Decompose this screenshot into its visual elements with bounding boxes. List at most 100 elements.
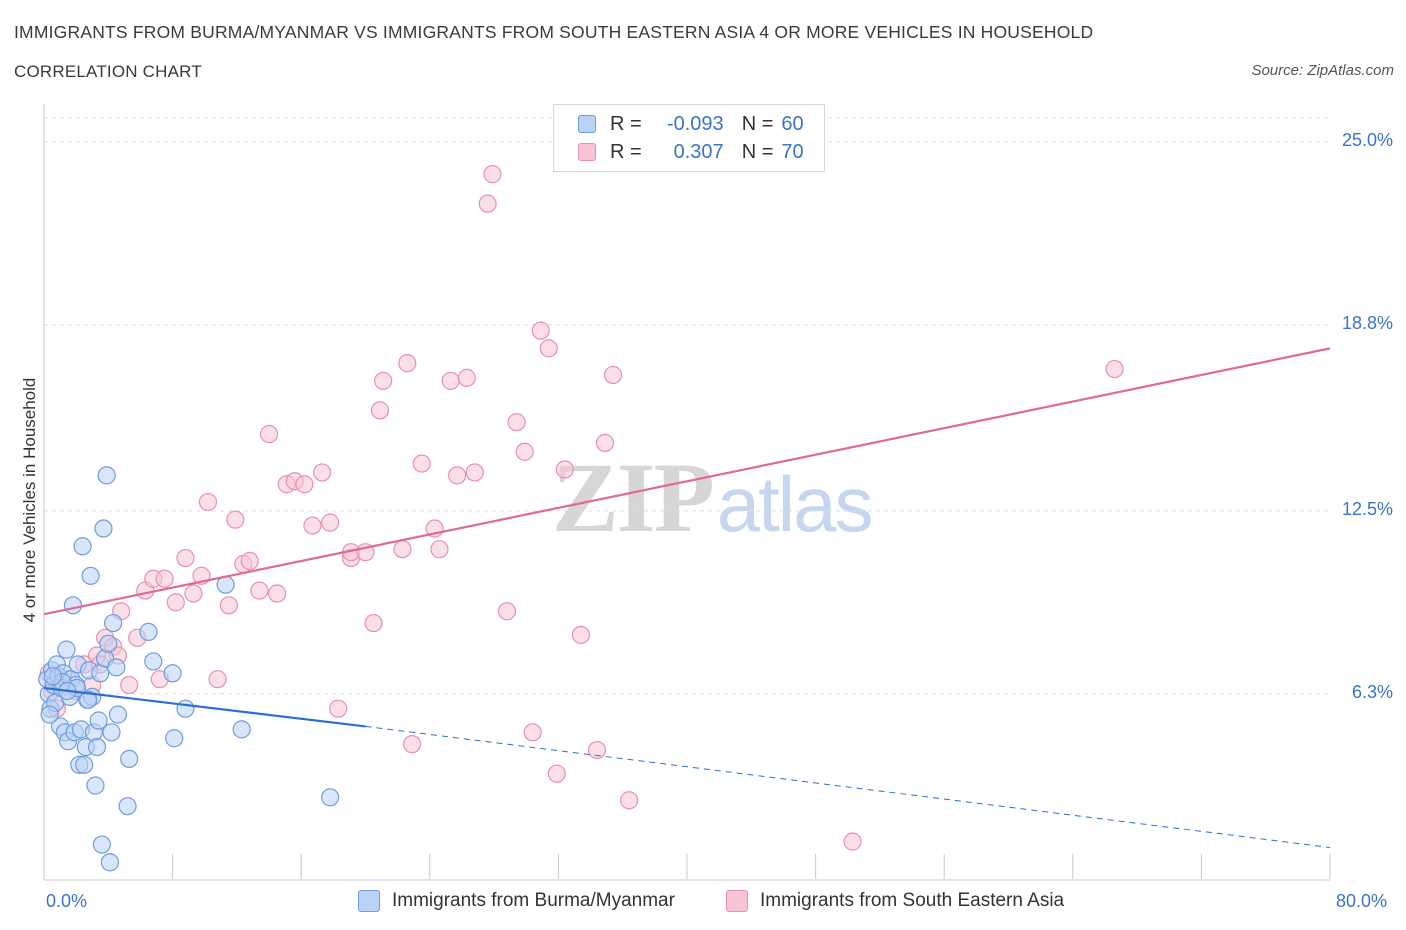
point-burma-59 (79, 690, 98, 709)
point-sea-19 (155, 569, 174, 588)
x-axis-max-label: 80.0% (1336, 891, 1388, 911)
point-sea-63 (539, 339, 558, 358)
y-tick-label-2: 18.8% (1341, 312, 1393, 333)
y-axis-label: 4 or more Vehicles in Household (20, 377, 39, 623)
bottom-legend: Immigrants from Burma/Myanmar Immigrants… (0, 888, 1406, 916)
point-burma-40 (102, 723, 121, 742)
point-sea-67 (587, 740, 607, 760)
point-burma-50 (176, 699, 195, 718)
point-sea-46 (393, 540, 412, 559)
point-sea-32 (267, 584, 287, 603)
point-burma-44 (118, 797, 137, 816)
sea-n-value: 70 (781, 140, 804, 163)
point-sea-20 (166, 593, 185, 612)
point-sea-72 (1105, 359, 1124, 379)
point-burma-49 (165, 729, 184, 748)
point-sea-58 (497, 602, 517, 621)
axes (43, 104, 1331, 881)
watermark: ZIPatlas (552, 440, 874, 555)
n-label: N = (741, 140, 774, 163)
point-sea-59 (507, 413, 526, 432)
point-burma-42 (107, 658, 126, 677)
point-sea-68 (595, 433, 615, 452)
legend-swatch-burma (358, 890, 380, 912)
point-burma-31 (87, 737, 107, 757)
point-burma-52 (232, 720, 251, 739)
legend-item-burma[interactable]: Immigrants from Burma/Myanmar (358, 890, 675, 912)
point-burma-23 (75, 755, 94, 774)
legend-label-burma: Immigrants from Burma/Myanmar (392, 890, 675, 911)
point-sea-61 (523, 723, 542, 742)
point-sea-60 (515, 442, 534, 461)
point-sea-49 (412, 454, 431, 473)
point-burma-57 (43, 667, 62, 686)
r-label: R = (610, 140, 642, 163)
legend-swatch-sea (726, 890, 748, 912)
y-tick-label-0: 6.3% (1351, 681, 1393, 702)
point-sea-25 (208, 670, 227, 689)
point-burma-32 (89, 711, 108, 730)
stats-row-burma: R = -0.093 N = 60 (578, 110, 804, 138)
stats-legend: R = -0.093 N = 60 R = 0.307 N = 70 (553, 104, 825, 172)
point-sea-29 (240, 551, 259, 571)
point-sea-70 (620, 791, 639, 810)
watermark-zip: ZIP (552, 442, 715, 553)
n-label: N = (741, 112, 774, 135)
point-sea-64 (547, 764, 566, 783)
point-burma-48 (163, 664, 182, 683)
source-label: Source: ZipAtlas.com (1251, 62, 1394, 79)
point-sea-51 (430, 540, 449, 559)
point-sea-69 (603, 365, 623, 385)
burma-r-value: -0.093 (666, 112, 724, 135)
data-points (38, 165, 1124, 872)
point-burma-46 (139, 622, 158, 642)
stats-row-sea: R = 0.307 N = 70 (578, 138, 804, 166)
point-sea-22 (184, 584, 203, 603)
point-sea-43 (364, 613, 383, 633)
point-sea-44 (370, 401, 390, 420)
point-sea-71 (843, 832, 862, 851)
point-burma-35 (94, 519, 113, 538)
point-burma-45 (120, 749, 139, 769)
point-burma-41 (104, 613, 123, 633)
chart-title: IMMIGRANTS FROM BURMA/MYANMAR VS IMMIGRA… (14, 22, 1094, 42)
point-sea-31 (259, 424, 279, 444)
trend-line-burma (43, 686, 366, 728)
trend-line-sea (43, 347, 1331, 616)
point-sea-35 (295, 475, 314, 494)
point-burma-39 (100, 853, 120, 872)
point-sea-53 (448, 466, 467, 485)
point-sea-45 (374, 371, 393, 390)
point-sea-21 (176, 548, 195, 568)
point-sea-36 (303, 516, 322, 535)
point-sea-48 (403, 735, 422, 754)
sea-r-value: 0.307 (673, 140, 724, 163)
point-sea-47 (398, 354, 417, 373)
point-sea-52 (441, 371, 460, 390)
trend-lines (43, 347, 1331, 849)
burma-n-value: 60 (781, 112, 804, 135)
point-burma-22 (73, 537, 92, 556)
point-burma-12 (57, 640, 76, 659)
y-tick-label-3: 25.0% (1341, 129, 1393, 150)
point-sea-55 (465, 463, 484, 482)
point-sea-27 (226, 510, 245, 529)
point-burma-43 (108, 705, 128, 724)
point-sea-26 (219, 596, 238, 615)
x-axis-min-label: 0.0% (46, 891, 88, 911)
point-burma-27 (81, 566, 100, 585)
point-sea-65 (555, 460, 574, 479)
legend-label-sea: Immigrants from South Eastern Asia (760, 890, 1065, 911)
point-sea-57 (483, 165, 502, 184)
r-label: R = (610, 112, 642, 135)
point-burma-37 (97, 466, 116, 485)
y-axis-label-wrap: 4 or more Vehicles in Household (18, 300, 42, 700)
point-sea-39 (329, 699, 348, 718)
point-burma-30 (86, 776, 105, 795)
point-sea-56 (478, 194, 497, 213)
point-burma-47 (144, 652, 163, 671)
watermark-atlas: atlas (716, 460, 874, 548)
point-sea-38 (321, 513, 340, 532)
point-burma-38 (99, 634, 118, 653)
legend-item-sea[interactable]: Immigrants from South Eastern Asia (726, 890, 1064, 912)
